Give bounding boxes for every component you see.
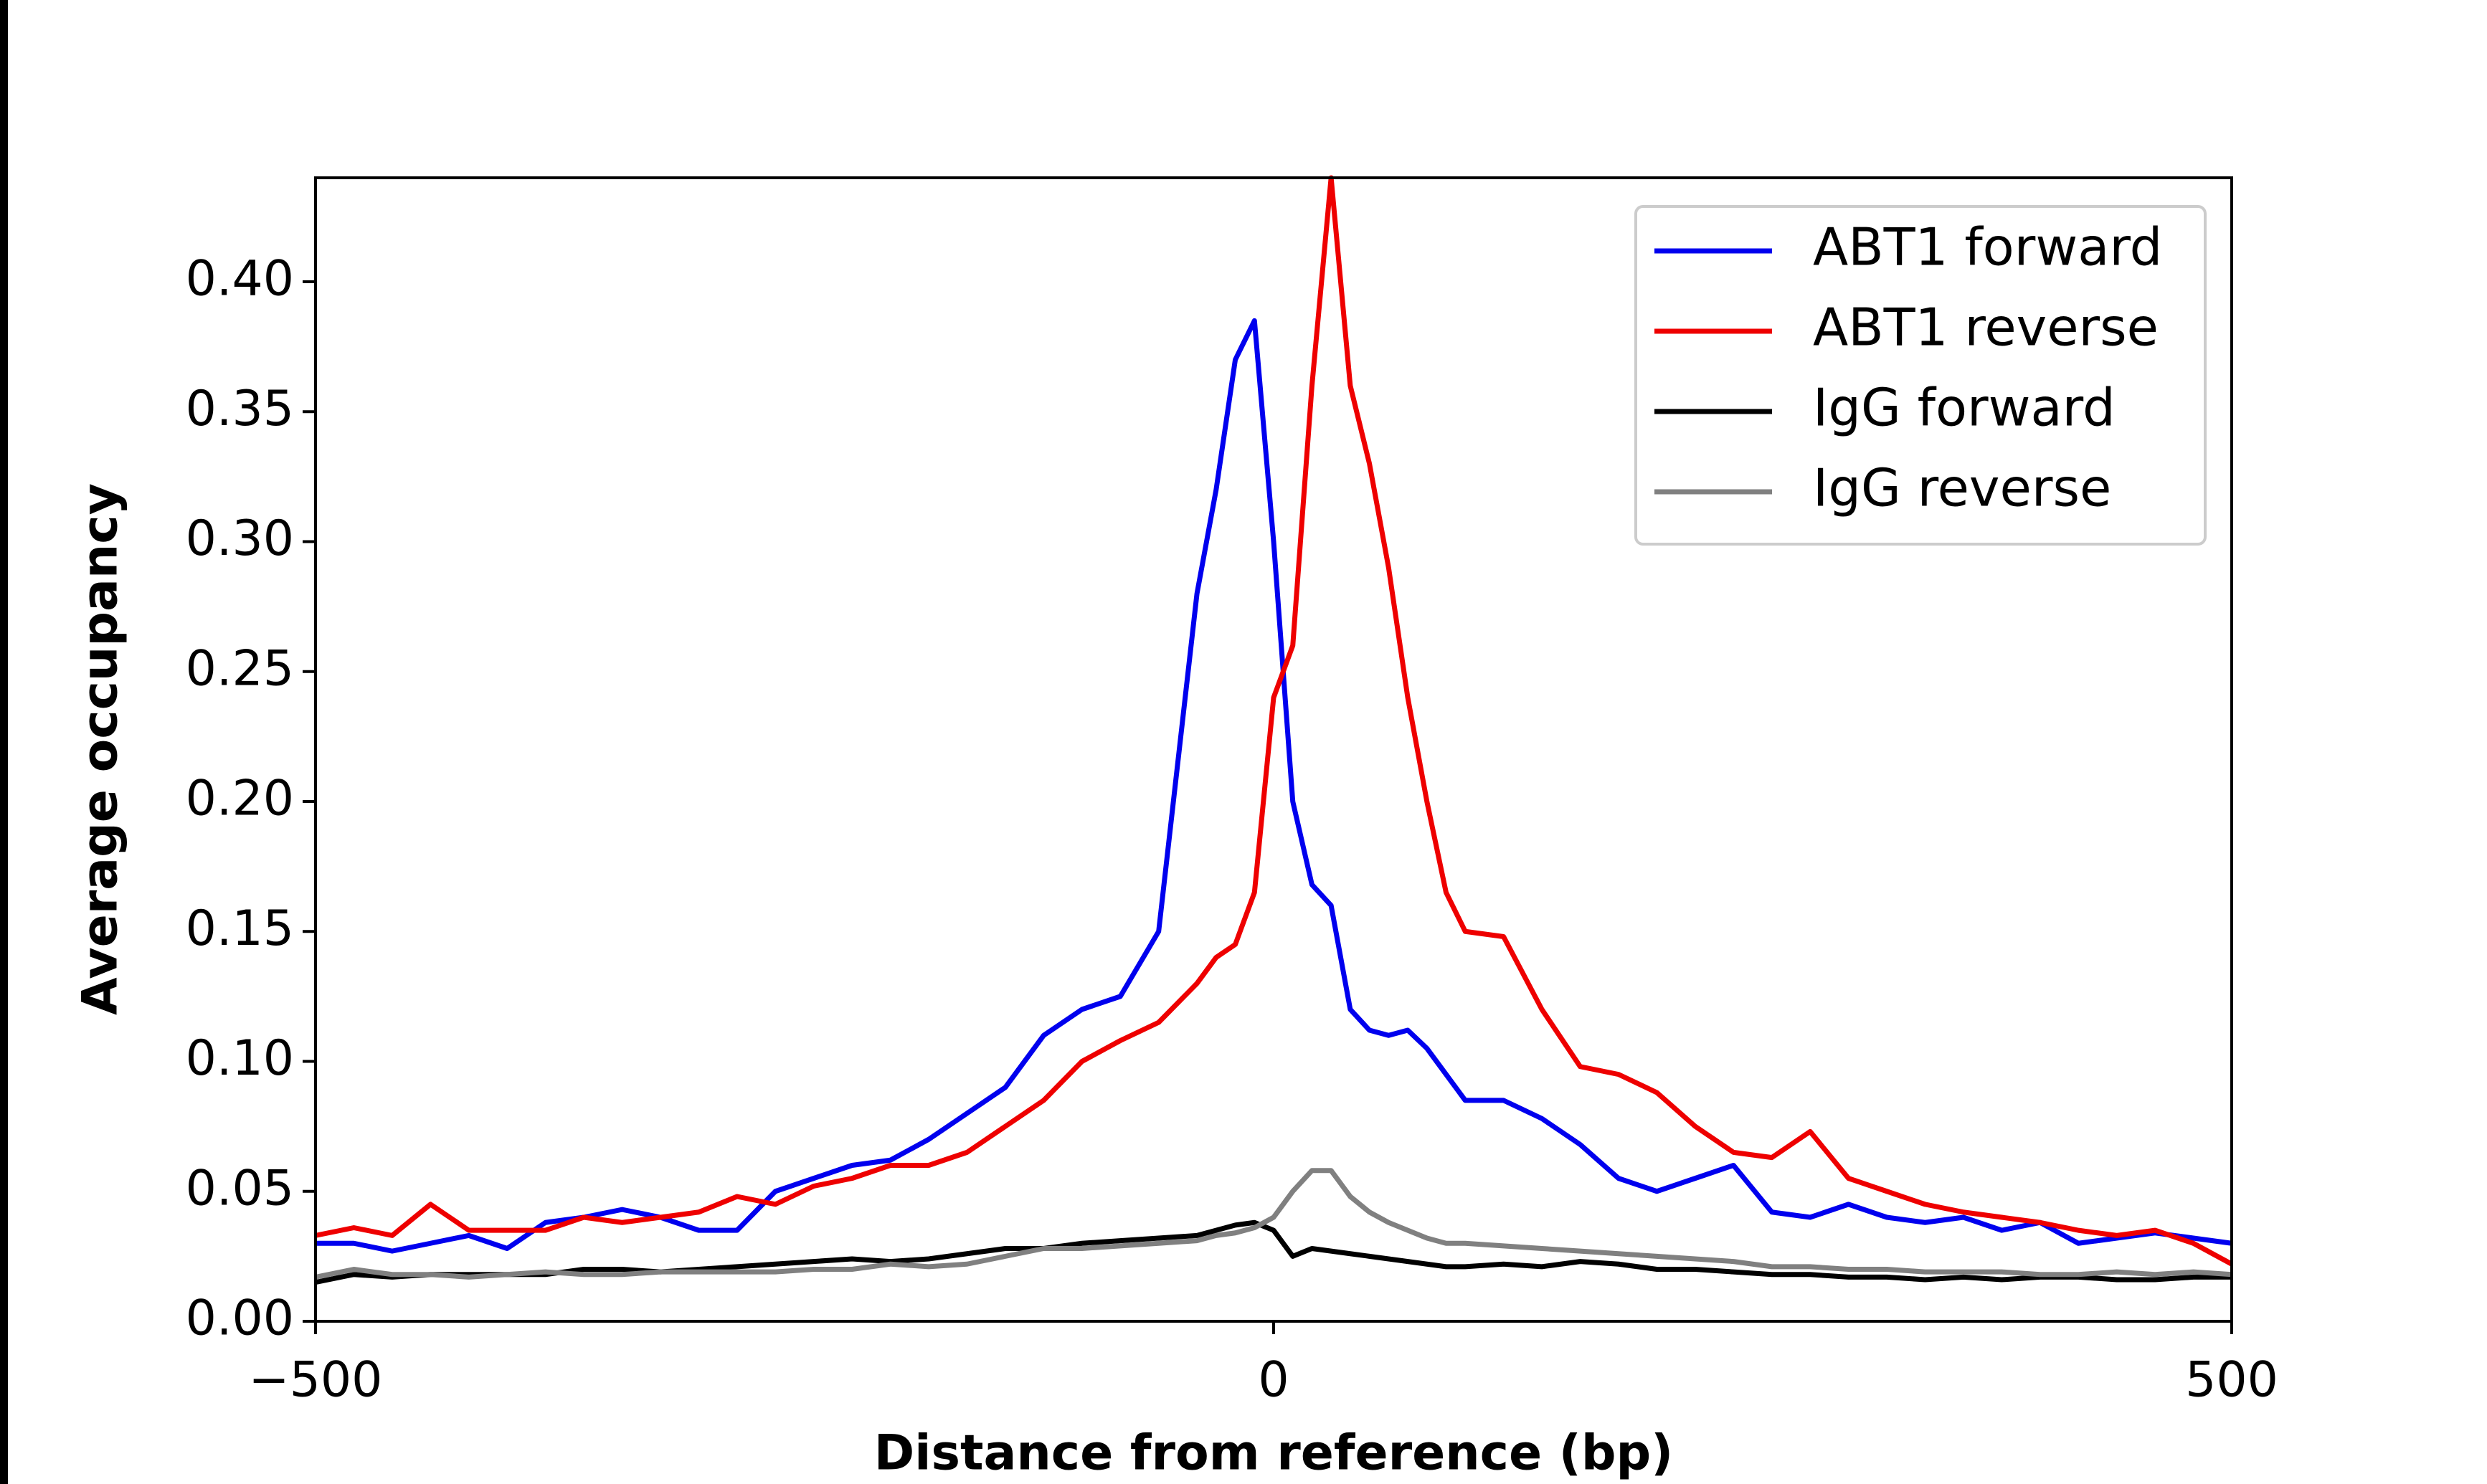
data-line xyxy=(316,318,2232,1254)
y-tick-label: 0.30 xyxy=(186,510,294,567)
data-line xyxy=(315,1168,2232,1280)
x-axis-label: Distance from reference (bp) xyxy=(874,1425,1674,1482)
data-line xyxy=(315,175,2233,1267)
y-tick-label: 0.25 xyxy=(186,640,294,697)
left-border xyxy=(0,0,8,1484)
y-axis-label: Average occupancy xyxy=(72,483,129,1015)
x-tick-label: 0 xyxy=(1258,1352,1289,1409)
y-tick-label: 0.40 xyxy=(186,251,294,308)
legend-box xyxy=(1634,205,2207,546)
y-tick-label: 0.05 xyxy=(186,1160,294,1217)
legend-label: ABT1 forward xyxy=(1813,217,2162,277)
x-tick-label: −500 xyxy=(249,1352,383,1409)
y-tick-label: 0.15 xyxy=(186,900,294,957)
y-tick-label: 0.35 xyxy=(186,381,294,437)
legend-label: ABT1 reverse xyxy=(1813,298,2159,358)
legend-label: IgG reverse xyxy=(1813,458,2111,518)
y-tick-label: 0.00 xyxy=(186,1290,294,1347)
x-tick-label: 500 xyxy=(2185,1352,2278,1409)
y-tick-label: 0.10 xyxy=(186,1030,294,1087)
y-tick-label: 0.20 xyxy=(186,771,294,827)
legend-label: IgG forward xyxy=(1813,378,2116,438)
